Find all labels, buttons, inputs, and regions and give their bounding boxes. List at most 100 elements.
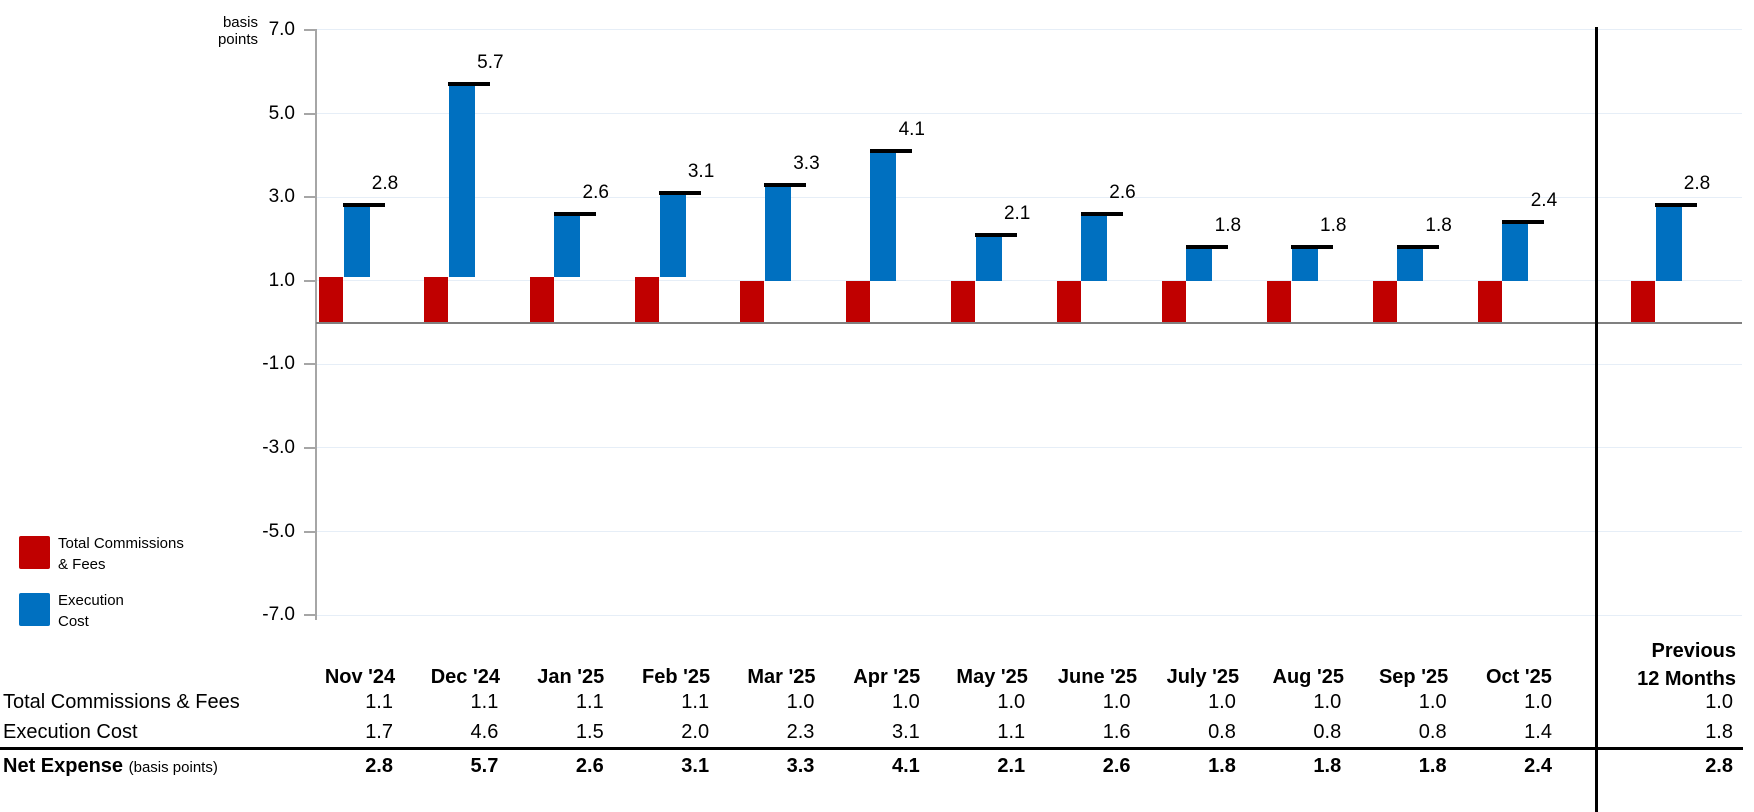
- gridline: [316, 280, 1742, 282]
- table-column-header: Dec '24: [430, 666, 500, 688]
- y-axis-tick: [304, 446, 316, 449]
- bar-total-commissions-fees: [1477, 280, 1502, 323]
- table-cell-net-expense: 2.6: [1102, 755, 1131, 777]
- table-cell-execution-cost: 2.3: [786, 721, 815, 743]
- y-axis-line: [315, 29, 317, 620]
- gridline: [316, 363, 1742, 365]
- bar-execution-cost: [764, 184, 791, 281]
- table-cell-total-commissions-fees: 1.0: [997, 691, 1026, 713]
- table-column-header: Jan '25: [537, 666, 605, 688]
- bar-total-commissions-fees: [1372, 280, 1397, 323]
- table-cell-total-commissions-fees: 1.1: [365, 691, 393, 713]
- table-cell-net-expense: 2.4: [1524, 755, 1552, 777]
- bar-total-commissions-fees: [529, 276, 554, 323]
- table-column-header: July '25: [1166, 666, 1240, 688]
- gridline: [316, 531, 1742, 532]
- net-expense-data-label: 3.3: [793, 152, 820, 174]
- table-cell-prev-total-commissions-fees: 1.0: [1705, 691, 1733, 713]
- y-axis-tick-label: -3.0: [262, 436, 295, 458]
- bar-execution-cost: [343, 205, 370, 277]
- bar-total-commissions-fees: [1056, 280, 1081, 323]
- table-cell-net-expense: 1.8: [1208, 755, 1236, 777]
- bar-total-commissions-fees: [1631, 280, 1655, 323]
- bar-total-commissions-fees: [319, 276, 343, 323]
- zero-line: [316, 321, 1742, 324]
- bar-total-commissions-fees: [951, 280, 976, 323]
- table-cell-total-commissions-fees: 1.1: [681, 691, 710, 713]
- previous-period-divider-line: [1595, 27, 1598, 812]
- bar-total-commissions-fees: [424, 276, 449, 323]
- table-column-header: May '25: [956, 666, 1028, 688]
- table-cell-total-commissions-fees: 1.0: [1524, 691, 1552, 713]
- bar-execution-cost: [870, 151, 897, 281]
- net-expense-suffix-text: (basis points): [128, 759, 218, 776]
- net-expense-marker: [343, 203, 385, 208]
- net-expense-data-label: 2.6: [1109, 181, 1136, 203]
- table-cell-execution-cost: 1.6: [1102, 721, 1131, 743]
- table-column-header: Feb '25: [642, 666, 711, 688]
- net-expense-data-label: 1.8: [1425, 215, 1452, 237]
- net-expense-marker: [1501, 220, 1544, 225]
- bar-execution-cost: [1291, 247, 1318, 281]
- table-cell-execution-cost: 1.4: [1524, 721, 1552, 743]
- table-cell-total-commissions-fees: 1.0: [786, 691, 815, 713]
- y-axis-tick-label: -7.0: [262, 604, 295, 626]
- table-cell-total-commissions-fees: 1.0: [891, 691, 920, 713]
- net-expense-marker: [869, 149, 912, 154]
- table-cell-prev-net-expense: 2.8: [1705, 755, 1733, 777]
- table-cell-net-expense: 5.7: [470, 755, 499, 777]
- table-total-rule: [0, 747, 1743, 750]
- net-expense-marker: [1080, 211, 1123, 216]
- bar-total-commissions-fees: [845, 280, 870, 323]
- y-axis-tick: [304, 363, 316, 366]
- table-cell-total-commissions-fees: 1.0: [1208, 691, 1236, 713]
- table-cell-net-expense: 1.8: [1313, 755, 1342, 777]
- bar-execution-cost: [1186, 247, 1213, 281]
- table-cell-prev-execution-cost: 1.8: [1705, 721, 1733, 743]
- y-axis-tick: [304, 196, 316, 199]
- legend-label-execution-cost: Execution Cost: [58, 592, 124, 630]
- net-expense-marker: [1291, 245, 1334, 250]
- bar-total-commissions-fees: [635, 276, 660, 323]
- table-column-header: Apr '25: [853, 666, 921, 688]
- table-column-header: Oct '25: [1486, 666, 1552, 688]
- table-cell-net-expense: 2.6: [575, 755, 604, 777]
- table-row-label-execution-cost: Execution Cost: [3, 721, 138, 743]
- y-axis-tick: [304, 112, 316, 115]
- net-expense-data-label: 2.4: [1530, 190, 1558, 212]
- y-axis-tick: [304, 530, 316, 533]
- table-cell-execution-cost: 1.1: [997, 721, 1026, 743]
- legend-swatch-execution-cost: [19, 593, 50, 626]
- net-expense-marker: [1396, 245, 1439, 250]
- table-cell-net-expense: 4.1: [891, 755, 920, 777]
- net-expense-marker: [1655, 203, 1697, 208]
- table-header-previous-12-months: Previous 12 Months: [1637, 640, 1736, 690]
- net-expense-label-suffix: (basis points): [129, 759, 218, 776]
- table-column-header: Nov '24: [324, 666, 396, 688]
- net-expense-data-label: 2.8: [371, 173, 399, 195]
- gridline: [316, 113, 1742, 114]
- legend-swatch-total-commissions-fees: [19, 536, 50, 569]
- table-cell-net-expense: 1.8: [1418, 755, 1447, 777]
- net-expense-data-label: 1.8: [1214, 215, 1242, 237]
- net-expense-marker: [659, 190, 702, 195]
- table-cell-total-commissions-fees: 1.1: [575, 691, 604, 713]
- table-cell-total-commissions-fees: 1.1: [470, 691, 499, 713]
- y-axis-tick-label: 1.0: [268, 269, 295, 291]
- table-row-label-net-expense: Net Expense (basis points): [3, 755, 218, 779]
- bar-execution-cost: [448, 84, 475, 277]
- bar-execution-cost: [554, 213, 581, 277]
- table-column-header: Mar '25: [747, 666, 816, 688]
- bar-total-commissions-fees: [740, 280, 765, 323]
- y-axis-tick-label: 3.0: [268, 186, 295, 208]
- table-cell-total-commissions-fees: 1.0: [1313, 691, 1342, 713]
- table-column-header: June '25: [1057, 666, 1138, 688]
- table-cell-net-expense: 2.1: [997, 755, 1026, 777]
- net-expense-data-label: 2.6: [582, 181, 609, 203]
- y-axis-tick: [304, 614, 316, 617]
- bar-execution-cost: [1397, 247, 1424, 281]
- table-cell-net-expense: 3.1: [681, 755, 710, 777]
- table-cell-total-commissions-fees: 1.0: [1418, 691, 1447, 713]
- table-row-label-total-commissions-fees: Total Commissions & Fees: [3, 691, 240, 713]
